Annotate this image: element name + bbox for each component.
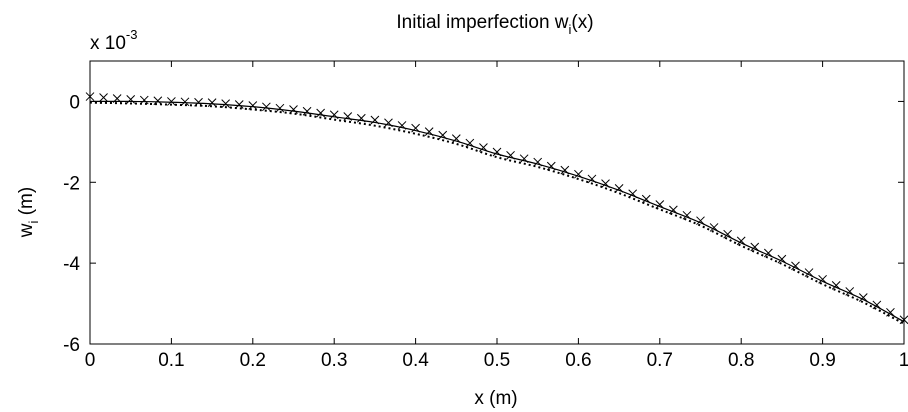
series-cross-marker	[602, 180, 610, 188]
x-tick-label: 0.7	[647, 350, 673, 371]
chart-title-tail: (x)	[571, 12, 593, 33]
x-tick-label: 0.9	[809, 350, 835, 371]
series-cross-marker	[507, 151, 515, 159]
series-cross-marker	[100, 94, 108, 102]
series-cross-marker	[181, 98, 189, 106]
series-cross-marker	[832, 281, 840, 289]
series-line-dotted	[90, 103, 904, 324]
series-cross-marker	[384, 119, 392, 127]
series-cross-marker	[357, 114, 365, 122]
y-exponent-power: -3	[126, 27, 138, 42]
series-cross-marker	[262, 103, 270, 111]
series-cross-marker	[737, 237, 745, 245]
series-cross-marker	[127, 95, 135, 103]
series-cross-marker	[493, 148, 501, 156]
y-tick-label: -6	[63, 335, 80, 356]
series-cross-marker	[398, 121, 406, 129]
series-cross-marker	[303, 107, 311, 115]
x-tick-label: 0.4	[402, 350, 429, 371]
x-tick-label: 0.6	[565, 350, 591, 371]
ticks-layer: 0 0.1 0.2 0.3 0.4 0.5 0.6 0.7 0.8 0.9 1 0 -2 -4 -6	[63, 61, 908, 371]
y-tick-label: 0	[69, 92, 80, 113]
series-cross-marker	[805, 269, 813, 277]
x-axis-label: x (m)	[474, 388, 517, 409]
series-cross-marker	[276, 104, 284, 112]
series-layer	[86, 93, 908, 324]
series-line-solid	[90, 101, 904, 321]
x-tick-label: 1	[899, 350, 908, 371]
y-axis-label-main: w	[16, 223, 37, 238]
y-tick-label: -4	[63, 254, 80, 275]
y-axis-label-tail: (m)	[16, 187, 37, 221]
y-axis-exponent: x 10-3	[90, 27, 137, 54]
series-cross-marker	[439, 131, 447, 139]
series-cross-marker	[697, 217, 705, 225]
series-cross-marker	[425, 128, 433, 136]
series-cross-marker	[588, 175, 596, 183]
x-tick-label: 0	[85, 350, 96, 371]
x-tick-label: 0.3	[321, 350, 347, 371]
series-cross-marker	[751, 243, 759, 251]
series-cross-marker	[330, 111, 338, 119]
series-cross-marker	[574, 170, 582, 178]
series-cross-marker	[534, 158, 542, 166]
y-tick-label: -2	[63, 173, 80, 194]
series-cross-marker	[764, 249, 772, 257]
series-cross-marker	[344, 113, 352, 121]
series-cross-marker	[317, 109, 325, 117]
x-tick-label: 0.1	[158, 350, 184, 371]
series-cross-marker	[561, 166, 569, 174]
y-exponent-base: x 10	[90, 33, 126, 54]
x-tick-label: 0.2	[240, 350, 266, 371]
y-axis-label: wi (m)	[16, 187, 41, 238]
series-cross-marker	[778, 255, 786, 263]
x-tick-label: 0.8	[728, 350, 754, 371]
series-cross-marker	[669, 206, 677, 214]
chart-title: Initial imperfection wi(x)	[396, 12, 593, 37]
series-cross-marker	[208, 99, 216, 107]
chart-title-main: Initial imperfection w	[396, 12, 568, 33]
series-cross-marker	[520, 155, 528, 163]
x-tick-label: 0.5	[484, 350, 510, 371]
series-cross-marker	[819, 275, 827, 283]
